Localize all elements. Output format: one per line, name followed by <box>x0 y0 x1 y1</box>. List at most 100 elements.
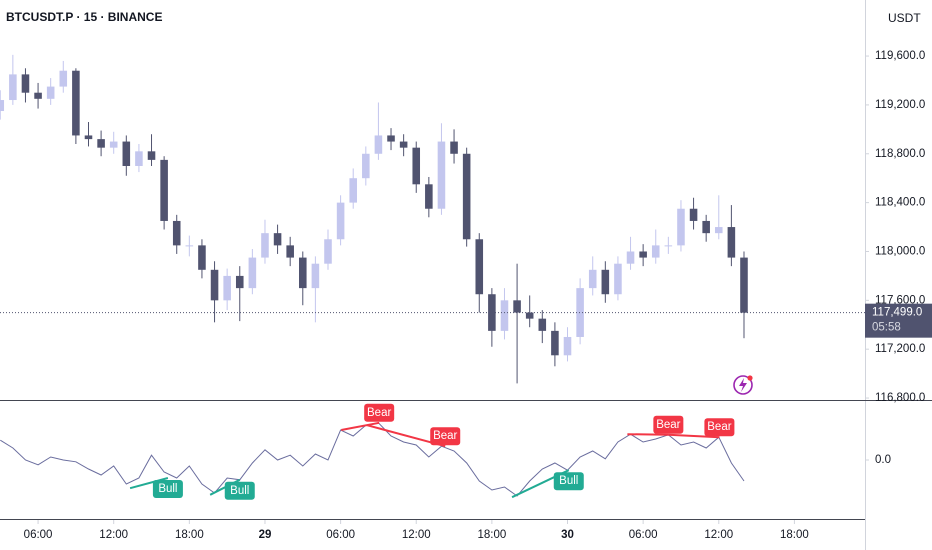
candle-body <box>538 318 547 331</box>
divergence-line <box>627 433 669 436</box>
candle-body <box>84 135 93 140</box>
candle-body <box>286 245 294 258</box>
candle-body <box>336 202 345 240</box>
candle-body <box>0 100 5 112</box>
y-tick-label: 119,200.0 <box>875 99 925 111</box>
candle-body <box>588 269 597 289</box>
candle-body <box>235 275 244 289</box>
candle-body <box>677 208 685 246</box>
divergence-label: Bear <box>367 407 391 419</box>
candle-body <box>311 263 320 289</box>
divergence-label: Bear <box>707 421 731 433</box>
candle-body <box>72 70 80 136</box>
x-tick-label: 06:00 <box>24 529 53 541</box>
divergence-label-box <box>430 427 461 446</box>
divergence-label: Bull <box>559 475 578 487</box>
candle-body <box>9 74 17 101</box>
divergence-line <box>129 477 169 490</box>
candle-body <box>210 269 219 301</box>
candle-body <box>462 153 471 240</box>
x-tick-label: 18:00 <box>477 529 506 541</box>
divergence-label: Bear <box>433 430 457 442</box>
candle-body <box>97 139 105 148</box>
y-tick-label: 117,200.0 <box>875 343 925 355</box>
candle-body <box>21 74 30 93</box>
candle-body <box>387 135 395 142</box>
divergence-label-box <box>553 472 584 491</box>
candle-body <box>349 178 357 203</box>
divergence-label-box <box>653 415 684 434</box>
candle-body <box>563 336 572 356</box>
candle-body <box>727 227 736 258</box>
candle-body <box>299 257 307 289</box>
candle-body <box>273 233 282 246</box>
chart-title: BTCUSDT.P · 15 · BINANCE <box>6 10 162 24</box>
candle-body <box>437 141 446 209</box>
candle-body <box>34 92 42 99</box>
candle-body <box>664 245 673 247</box>
last-price-box <box>865 303 932 338</box>
last-price-label: 117,499.0 <box>872 307 922 319</box>
divergence-label-box <box>152 480 183 498</box>
x-tick-label: 18:00 <box>175 529 204 541</box>
candle-body <box>689 208 698 221</box>
candle-body <box>450 141 458 154</box>
y-tick-label: 118,800.0 <box>875 148 925 160</box>
axes: 116,800.0 117,200.0 117,600.0 118,000.0 118,… <box>24 50 932 541</box>
candle-body <box>147 151 156 160</box>
candle-body <box>248 257 257 289</box>
x-tick-label: 12:00 <box>704 529 733 541</box>
candle-body <box>551 330 559 356</box>
alert-icon[interactable] <box>733 375 753 395</box>
candle-body <box>412 147 421 185</box>
candle-body <box>639 251 647 258</box>
divergence-label: Bull <box>230 485 249 497</box>
candle-body <box>185 245 194 247</box>
candle-body <box>122 141 131 166</box>
divergence-label: Bull <box>158 483 177 495</box>
currency-label[interactable]: USDT <box>888 11 921 25</box>
divergence-line <box>341 421 380 431</box>
candle-body <box>614 263 622 295</box>
candle-body <box>576 288 584 337</box>
y-tick-label: 119,600.0 <box>875 50 925 62</box>
candle-body <box>46 86 55 99</box>
divergence-label-box <box>364 403 395 422</box>
x-tick-label: 12:00 <box>402 529 431 541</box>
osc-y-tick-label: 0.0 <box>875 454 891 466</box>
candle-body <box>626 251 635 264</box>
candle-body <box>160 159 168 221</box>
candle-body <box>525 312 534 319</box>
candle-body <box>223 275 231 301</box>
divergence-label-box <box>224 481 255 500</box>
candle-body <box>651 245 660 258</box>
candle-body <box>198 245 206 270</box>
candle-body <box>500 300 509 331</box>
candle-body <box>362 153 370 179</box>
divergence-label: Bear <box>656 419 680 431</box>
candle-body <box>109 141 118 148</box>
candle-body <box>324 239 332 264</box>
candle-body <box>59 70 68 87</box>
candle-body <box>714 227 723 234</box>
candle-body <box>172 220 181 246</box>
candle-body <box>702 220 710 234</box>
candle-body <box>261 233 269 258</box>
candle-body <box>601 269 610 295</box>
x-tick-label: 18:00 <box>780 529 809 541</box>
x-tick-label: 06:00 <box>326 529 355 541</box>
candle-body <box>475 239 484 295</box>
divergence-line <box>668 433 720 439</box>
x-tick-label: 30 <box>561 529 574 541</box>
y-tick-label: 117,600.0 <box>875 294 925 306</box>
x-tick-label: 12:00 <box>99 529 128 541</box>
series: Bull Bull Bull Bear Bear Bear Bear <box>0 54 865 500</box>
x-tick-label: 29 <box>259 529 272 541</box>
candle-body <box>135 151 143 166</box>
y-tick-label: 118,400.0 <box>875 197 925 209</box>
x-tick-label: 06:00 <box>629 529 658 541</box>
candle-body <box>740 257 748 313</box>
